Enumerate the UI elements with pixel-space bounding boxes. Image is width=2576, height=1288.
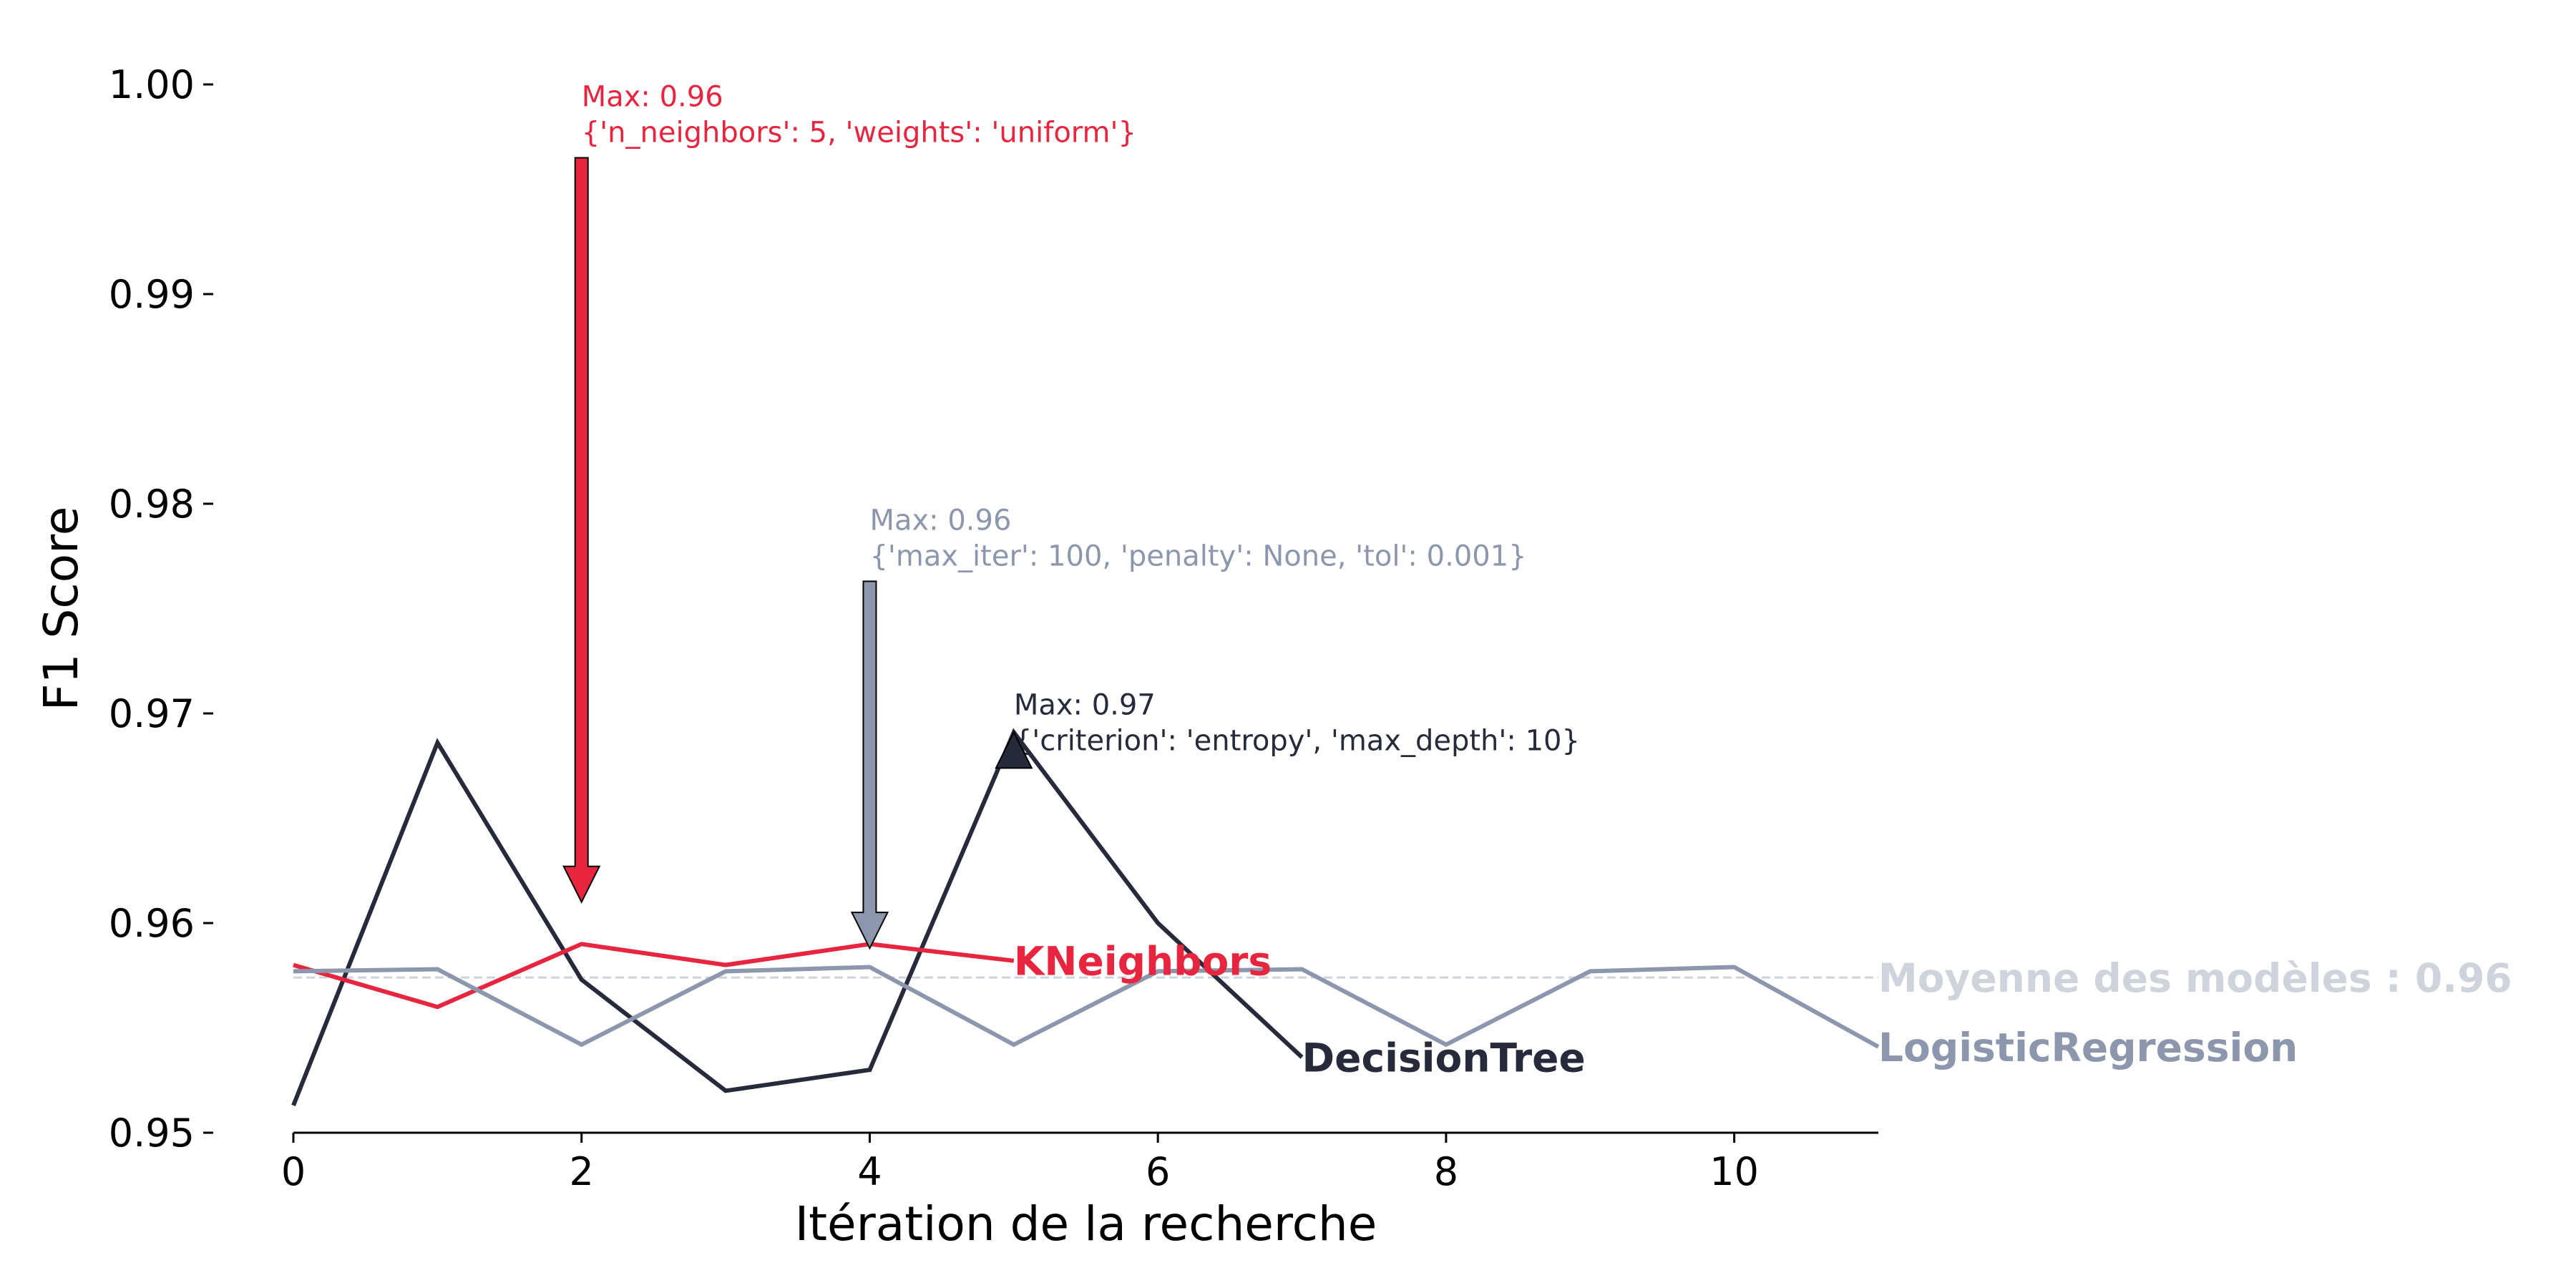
annotation-arrow-kneighbors (562, 157, 601, 904)
label-layer: Moyenne des modèles : 0.96 DecisionTree KN… (1014, 939, 2512, 1081)
series-label-logisticregression: LogisticRegression (1878, 1025, 2298, 1070)
annotation-params-kneighbors: {'n_neighbors': 5, 'weights': 'uniform'} (582, 117, 1136, 150)
x-axis-title: Itération de la recherche (795, 1196, 1377, 1252)
series-line-kneighbors (293, 942, 1015, 1010)
annotation-max-decisiontree: Max: 0.97 (1014, 688, 1156, 721)
series-label-kneighbors: KNeighbors (1014, 939, 1272, 985)
x-tick-label-6: 6 (1146, 1149, 1170, 1194)
annotation-arrow-logisticregression (850, 580, 889, 950)
mean-line-label: Moyenne des modèles : 0.96 (1878, 955, 2512, 1001)
annotation-arrow-decisiontree (995, 731, 1033, 769)
y-tick-label-0.95: 0.95 (109, 1111, 195, 1156)
series-line-logisticregression (293, 965, 1880, 1049)
x-tick-label-0: 0 (281, 1149, 306, 1194)
y-axis-title: F1 Score (34, 507, 89, 711)
series-line-decisiontree (291, 728, 1304, 1107)
series-label-decisiontree: DecisionTree (1302, 1035, 1586, 1081)
annotation-params-decisiontree: {'criterion': 'entropy', 'max_depth': 10… (1014, 724, 1580, 757)
axis-layer: 0 2 4 6 8 10 0.95 0.96 0.97 0.98 0.99 1.00 Itération… (34, 62, 1878, 1252)
y-tick-label-0.96: 0.96 (109, 901, 195, 946)
annotation-layer: Max: 0.96{'n_neighbors': 5, 'weights': '… (562, 81, 1580, 950)
annotation-max-kneighbors: Max: 0.96 (582, 81, 723, 114)
y-tick-label-0.98: 0.98 (109, 482, 195, 527)
x-tick-label-10: 10 (1709, 1149, 1759, 1194)
annotation-params-logisticregression: {'max_iter': 100, 'penalty': None, 'tol'… (869, 540, 1526, 572)
annotation-max-logisticregression: Max: 0.96 (869, 504, 1011, 537)
y-tick-label-1: 1.00 (109, 62, 195, 107)
y-tick-label-0.97: 0.97 (109, 691, 195, 736)
y-tick-label-0.99: 0.99 (109, 272, 195, 317)
x-tick-label-4: 4 (857, 1149, 882, 1194)
series-layer (291, 728, 1880, 1107)
x-tick-label-2: 2 (570, 1149, 594, 1194)
x-tick-label-8: 8 (1434, 1149, 1458, 1194)
